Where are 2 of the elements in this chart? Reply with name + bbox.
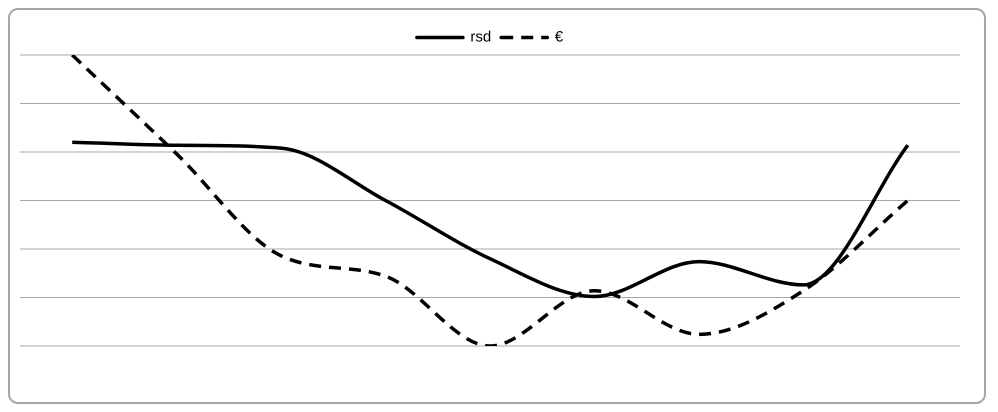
legend-label: € <box>554 28 564 46</box>
legend-label: rsd <box>470 28 492 46</box>
